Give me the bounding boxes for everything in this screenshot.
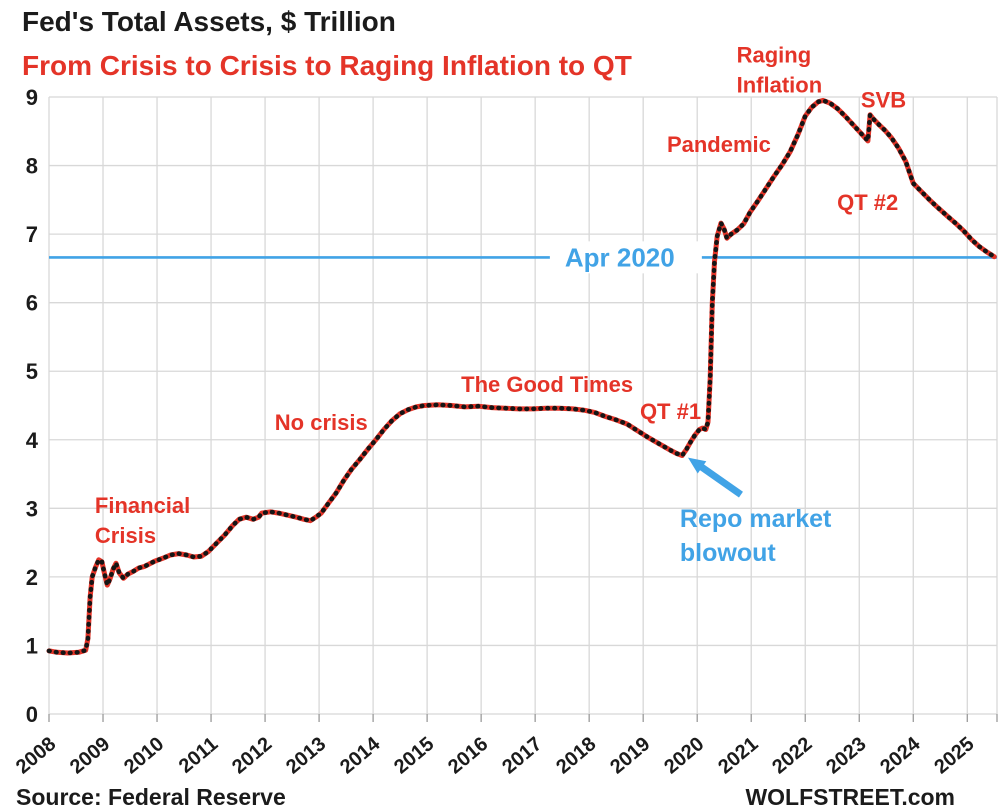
site-label: WOLFSTREET.com: [745, 784, 955, 810]
x-tick-label: 2019: [606, 733, 654, 778]
annotation-qt-1: QT #1: [640, 399, 701, 424]
y-tick-label: 7: [26, 222, 38, 247]
y-tick-label: 4: [26, 428, 39, 453]
annotation-line: The Good Times: [461, 372, 633, 397]
x-tick-label: 2010: [120, 733, 168, 778]
x-tick-label: 2018: [552, 733, 600, 778]
reference-label-backdrop: [549, 241, 702, 274]
series-markers-fed-assets: [46, 98, 997, 656]
callout-arrow-head: [688, 457, 707, 474]
annotation-line: Inflation: [737, 73, 823, 98]
x-tick-label: 2009: [66, 733, 114, 778]
annotation-pandemic: Pandemic: [667, 132, 771, 157]
reference-line-label: Apr 2020: [565, 242, 675, 272]
annotation-line: Repo market: [680, 505, 832, 533]
x-tick-label: 2011: [175, 733, 222, 778]
annotation-line: QT #1: [640, 399, 701, 424]
callout-arrow-shaft: [695, 461, 743, 498]
y-tick-label: 1: [26, 633, 38, 658]
y-tick-label: 2: [26, 565, 38, 590]
x-tick-label: 2013: [282, 733, 330, 778]
annotation-repo-market-blowout: Repo market blowout: [680, 505, 832, 567]
x-tick-label: 2017: [498, 733, 546, 778]
annotation-the-good-times: The Good Times: [461, 372, 633, 397]
annotation-raging-inflation: Raging Inflation: [737, 43, 823, 98]
x-tick-label: 2021: [714, 733, 762, 778]
y-tick-label: 8: [26, 154, 38, 179]
x-tick-label: 2008: [12, 733, 60, 778]
annotation-line: Raging: [737, 43, 812, 68]
annotation-no-crisis: No crisis: [275, 410, 368, 435]
annotation-financial-crisis: Financial Crisis: [95, 493, 190, 548]
x-tick-label: 2023: [822, 733, 870, 778]
annotation-line: No crisis: [275, 410, 368, 435]
x-tick-label: 2020: [660, 733, 708, 778]
x-tick-label: 2015: [390, 733, 438, 778]
annotation-line: SVB: [861, 87, 906, 112]
x-tick-label: 2016: [444, 733, 492, 778]
y-tick-label: 3: [26, 496, 38, 521]
x-tick-label: 2022: [768, 733, 816, 778]
y-tick-label: 5: [26, 359, 38, 384]
annotation-line: blowout: [680, 539, 776, 567]
y-tick-label: 9: [26, 85, 38, 110]
y-tick-label: 6: [26, 291, 38, 316]
annotation-line: Financial: [95, 493, 190, 518]
annotation-svb: SVB: [861, 87, 906, 112]
x-tick-label: 2012: [228, 733, 276, 778]
chart-title: Fed's Total Assets, $ Trillion: [22, 6, 396, 37]
y-tick-label: 0: [26, 702, 38, 727]
annotation-qt-2: QT #2: [837, 190, 898, 215]
source-label: Source: Federal Reserve: [16, 784, 286, 810]
x-tick-label: 2025: [930, 733, 978, 778]
annotation-line: Pandemic: [667, 132, 771, 157]
x-tick-label: 2024: [876, 732, 925, 778]
chart-subtitle: From Crisis to Crisis to Raging Inflatio…: [22, 50, 632, 81]
annotation-line: Crisis: [95, 523, 156, 548]
x-tick-label: 2014: [336, 732, 385, 778]
annotation-line: QT #2: [837, 190, 898, 215]
